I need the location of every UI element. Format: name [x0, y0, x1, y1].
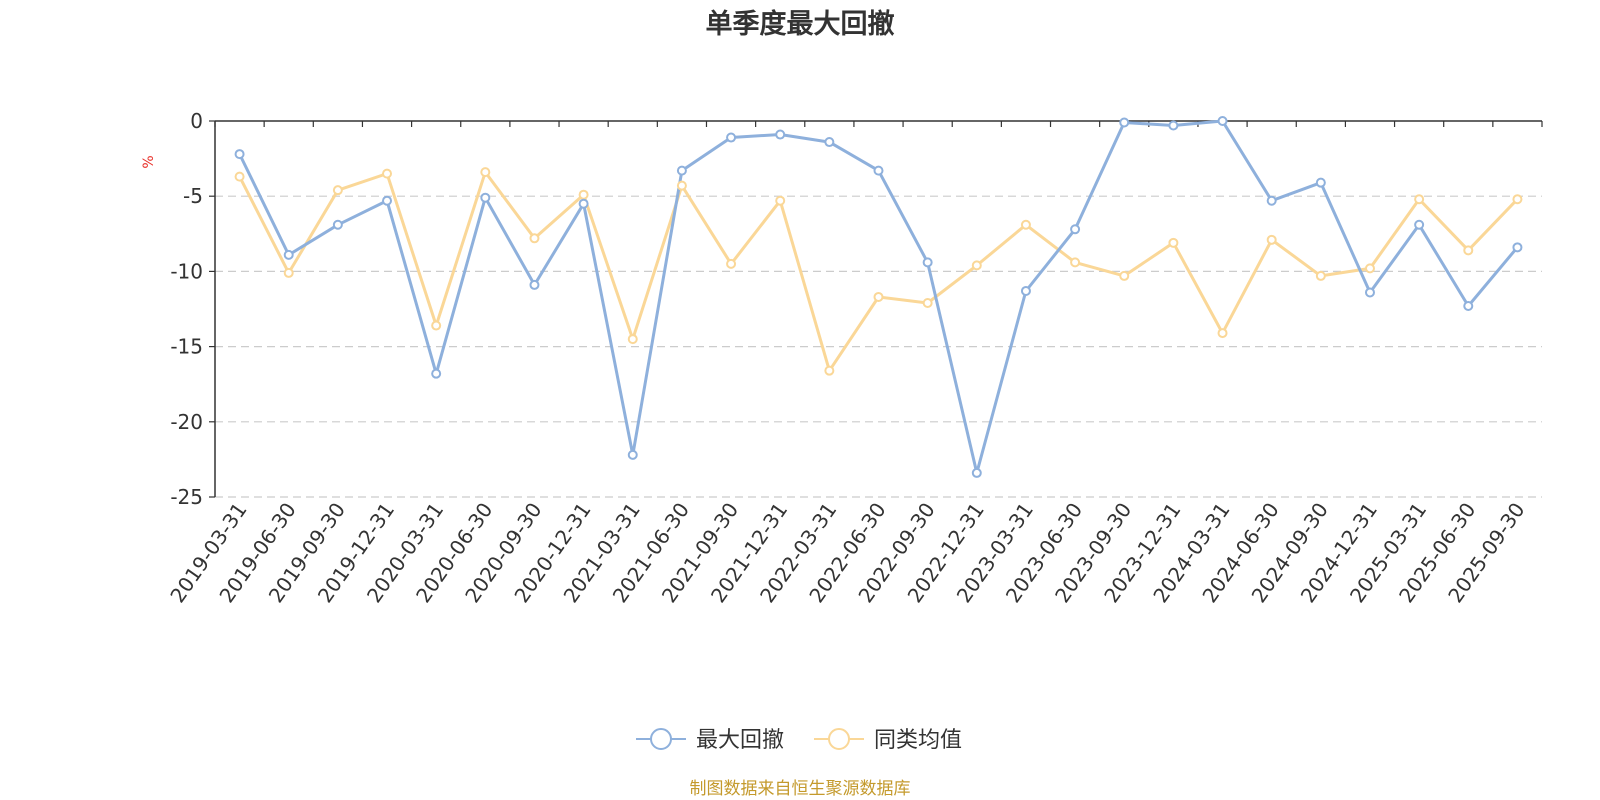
y-tick-label: -20 [170, 410, 203, 434]
data-point [873, 291, 884, 302]
data-point [1463, 245, 1474, 256]
y-tick-label: -5 [183, 184, 203, 208]
data-point [480, 167, 491, 178]
legend[interactable]: 最大回撤 同类均值 [636, 728, 962, 753]
data-point [1168, 120, 1179, 131]
data-point [1364, 287, 1375, 298]
data-source-note: 制图数据来自恒生聚源数据库 [690, 779, 911, 799]
data-point [1266, 234, 1277, 245]
data-point [529, 279, 540, 290]
data-point [1217, 116, 1228, 126]
data-point [775, 195, 786, 206]
data-point [1315, 177, 1326, 188]
data-point [922, 297, 933, 308]
data-point [578, 189, 589, 200]
data-point [627, 334, 638, 345]
data-point [382, 195, 393, 206]
data-point [824, 365, 835, 376]
data-point [971, 467, 982, 478]
data-point [234, 149, 245, 160]
data-point [1217, 328, 1228, 339]
data-point [431, 368, 442, 379]
data-point [234, 171, 245, 182]
data-point [1463, 300, 1474, 311]
y-tick-label: 0 [190, 109, 203, 133]
data-point [578, 198, 589, 209]
data-point [1512, 194, 1523, 205]
data-point [873, 165, 884, 176]
legend-circle-icon [650, 728, 672, 750]
data-point [775, 129, 786, 140]
data-point [529, 233, 540, 244]
data-point [1070, 224, 1081, 235]
legend-item-max-drawdown[interactable]: 最大回撤 [636, 728, 784, 753]
data-point [1364, 263, 1375, 274]
legend-item-peer-average[interactable]: 同类均值 [814, 728, 962, 753]
data-point [332, 185, 343, 196]
data-point [676, 180, 687, 191]
data-point [283, 249, 294, 260]
legend-label: 最大回撤 [696, 728, 784, 753]
data-point [676, 165, 687, 176]
axes: 0-5-10-15-20-252019-03-312019-06-302019-… [165, 109, 1543, 607]
data-point [726, 258, 737, 269]
data-point [971, 260, 982, 271]
data-point [283, 267, 294, 278]
data-point [1168, 237, 1179, 248]
data-point [382, 168, 393, 179]
data-point [1315, 270, 1326, 281]
data-point [431, 320, 442, 331]
data-point [627, 449, 638, 460]
data-point [1266, 195, 1277, 206]
data-point [922, 257, 933, 268]
data-point [1414, 194, 1425, 205]
chart-title: 单季度最大回撤 [706, 8, 895, 40]
grid-lines [215, 195, 1542, 498]
data-point [726, 132, 737, 143]
y-tick-label: -25 [170, 485, 203, 509]
data-point [1512, 242, 1523, 253]
data-point [480, 192, 491, 203]
data-point [1119, 117, 1130, 128]
legend-circle-icon [828, 728, 850, 750]
data-point [1414, 219, 1425, 230]
data-point [824, 137, 835, 148]
legend-label: 同类均值 [874, 728, 962, 753]
data-point [1070, 257, 1081, 268]
data-point [1119, 270, 1130, 281]
data-point [332, 219, 343, 230]
data-point [1020, 219, 1031, 230]
series-points [234, 116, 1523, 478]
y-tick-label: -10 [170, 259, 203, 283]
data-point [1020, 285, 1031, 296]
y-axis-label: % [141, 155, 157, 168]
y-tick-label: -15 [170, 335, 203, 359]
